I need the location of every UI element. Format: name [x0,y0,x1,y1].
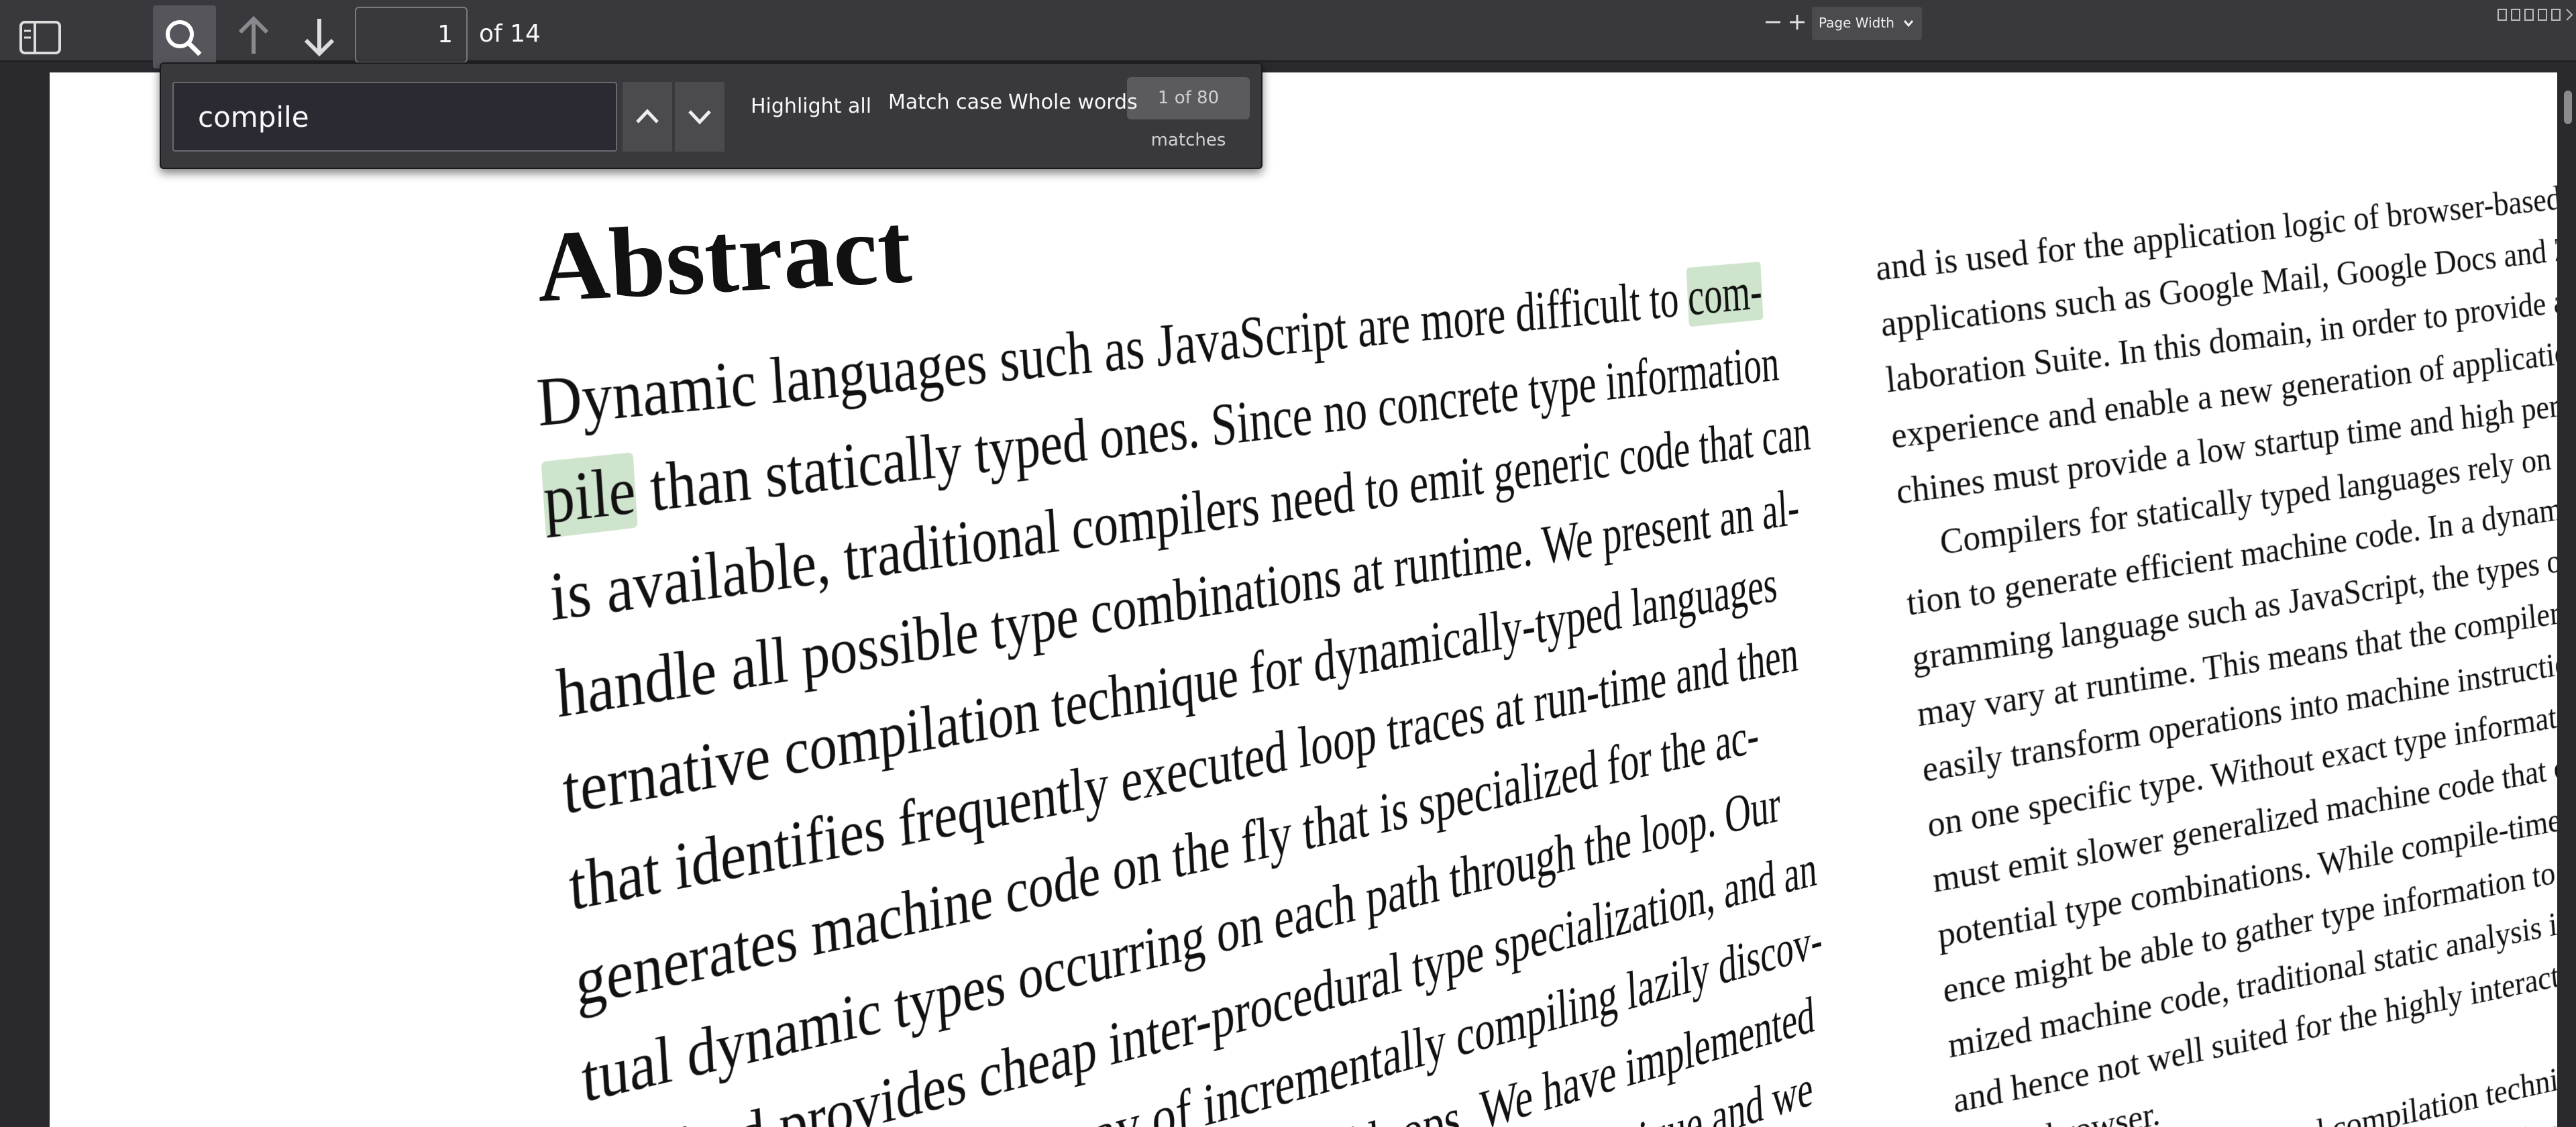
scrollbar-thumb[interactable] [2564,91,2572,124]
find-option[interactable]: Whole words [1008,91,1138,114]
search-highlight: com- [1686,261,1764,327]
previous-page[interactable] [235,15,272,58]
zoom-value: Page Width [1819,15,1894,31]
heading: Abstract [534,192,914,323]
search-highlight: pile [541,452,638,539]
page-number-input[interactable]: 1 [355,7,468,63]
sidebar-toggle[interactable] [19,20,62,55]
find-nav[interactable] [623,82,724,152]
page-count: of 14 [479,20,541,48]
scrollbar [2559,62,2576,1127]
left-column: Dynamic languages such as JavaScript are… [534,261,1823,1127]
find-query: compile [198,101,309,133]
find-option[interactable]: Highlight all [751,95,872,118]
find-bar: compile 1 of 80 matches Highlight all Mat… [160,62,1263,169]
dropdown-arrow [1903,20,1914,28]
toolbar-icons [2498,9,2573,21]
search-button[interactable] [153,5,216,68]
pdf-page: Abstract Dynamic languages such as JavaS… [50,72,2557,1127]
find-option[interactable]: Match case [888,91,1003,114]
right-column: and is used for the application logic of… [1873,164,2557,1127]
find-input[interactable]: compile [172,82,617,152]
sidebar-strip [0,62,50,1127]
zoom-out[interactable] [1763,12,1783,32]
next-page[interactable] [301,15,338,58]
zoom-in[interactable] [1787,12,1807,32]
toolbar: 1 of 14 Page Width [0,0,2576,68]
zoom-select[interactable]: Page Width [1812,7,1922,40]
match-count: 1 of 80 matches [1127,77,1250,150]
